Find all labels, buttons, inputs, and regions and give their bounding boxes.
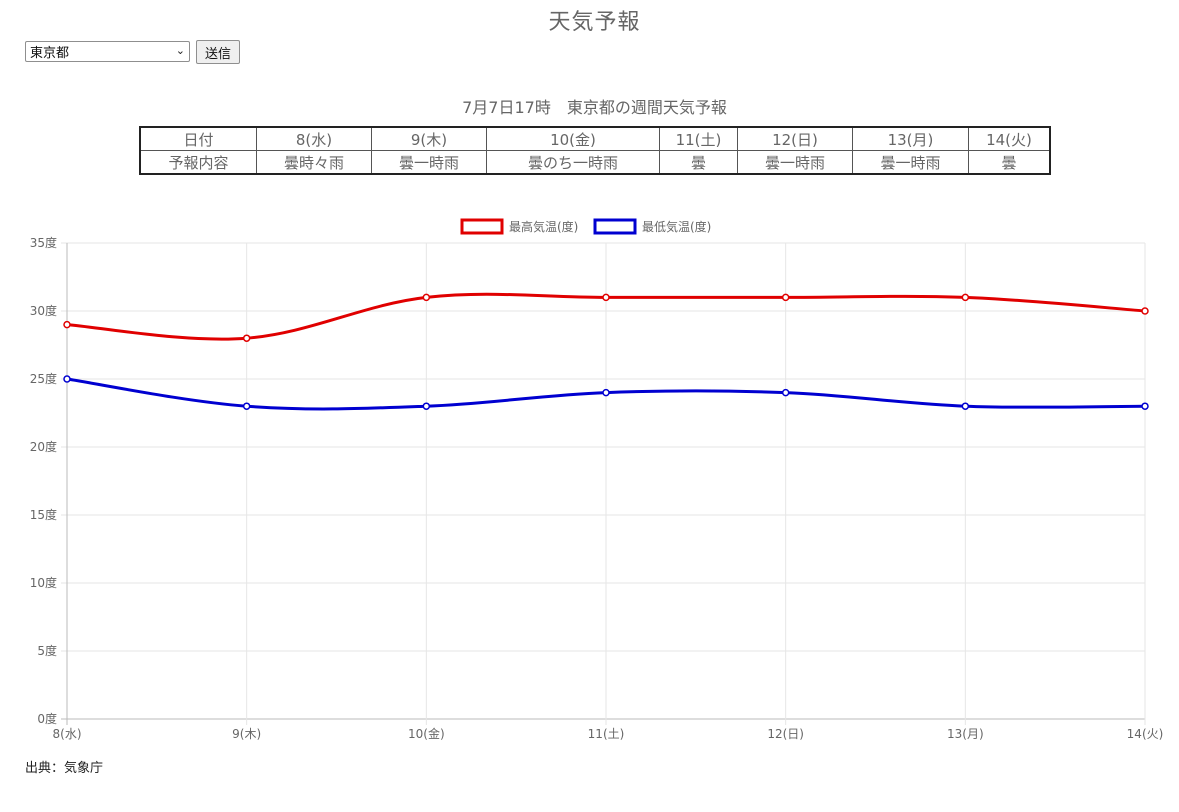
legend-label: 最低気温(度) [642, 219, 711, 234]
x-tick-label: 10(金) [408, 726, 445, 741]
row-header-date: 日付 [139, 126, 257, 151]
weather-cell: 曇 [659, 150, 738, 175]
forecast-table: 日付 8(水) 9(木) 10(金) 11(土) 12(日) 13(月) 14(… [139, 126, 1051, 175]
forecast-title: 7月7日17時 東京都の週間天気予報 [462, 98, 727, 117]
submit-button[interactable]: 送信 [196, 40, 241, 64]
chart-svg: 0度 5度 10度 15度 20度 25度 30度 35度 8(水) 9(木) 10(金) 11(土)… [30, 218, 1164, 741]
y-tick-label: 0度 [37, 711, 57, 726]
legend-swatch [460, 218, 504, 235]
data-point-min [781, 388, 790, 397]
form-controls: 東京都 ⌄ 送信 [25, 40, 241, 64]
data-point-max [242, 334, 251, 342]
prefecture-select[interactable]: 東京都 ⌄ [25, 41, 190, 62]
legend-label: 最高気温(度) [509, 219, 578, 234]
weather-cell: 曇のち一時雨 [486, 150, 660, 175]
weather-cell: 曇 [968, 150, 1051, 175]
x-tick-label: 14(火) [1127, 727, 1164, 741]
y-tick-label: 10度 [30, 575, 57, 590]
x-tick-label: 11(土) [588, 727, 625, 741]
page-title: 天気予報 [548, 10, 641, 35]
x-tick-label: 9(木) [232, 727, 261, 741]
data-point-max [1141, 307, 1149, 315]
weather-row: 予報内容 曇時々雨 曇一時雨 曇のち一時雨 曇 曇一時雨 曇一時雨 曇 [139, 150, 1051, 175]
weather-cell: 曇一時雨 [371, 150, 487, 175]
date-cell: 14(火) [968, 126, 1051, 151]
data-point-max [602, 293, 610, 302]
x-tick-label: 13(月) [947, 727, 984, 741]
date-cell: 8(水) [256, 126, 372, 151]
data-point-max [63, 320, 71, 329]
data-point-min [242, 402, 251, 410]
data-point-max [781, 293, 790, 302]
prefecture-select-value: 東京都 [30, 46, 70, 61]
date-cell: 9(木) [371, 126, 487, 151]
data-point-min [422, 402, 431, 410]
temperature-chart: 0度 5度 10度 15度 20度 25度 30度 35度 8(水) 9(木) 10(金) 11(土)… [0, 205, 1179, 755]
date-cell: 11(土) [659, 126, 738, 151]
weather-cell: 曇一時雨 [737, 150, 853, 175]
y-tick-label: 25度 [30, 371, 57, 386]
data-point-max [422, 293, 431, 302]
weather-cell: 曇時々雨 [256, 150, 372, 175]
y-tick-label: 5度 [37, 643, 57, 658]
data-point-min [1141, 402, 1149, 410]
y-tick-label: 15度 [30, 507, 57, 522]
data-point-min [961, 402, 970, 410]
row-header-weather: 予報内容 [139, 150, 257, 175]
date-cell: 13(月) [852, 126, 969, 151]
data-point-max [961, 293, 970, 302]
date-cell: 12(日) [737, 126, 853, 151]
y-tick-label: 30度 [30, 303, 57, 318]
weather-cell: 曇一時雨 [852, 150, 969, 175]
chevron-down-icon: ⌄ [175, 44, 185, 57]
y-tick-label: 20度 [30, 439, 57, 454]
data-point-min [63, 375, 71, 383]
y-tick-label: 35度 [30, 235, 57, 250]
x-tick-label: 12(日) [767, 727, 804, 741]
date-row: 日付 8(水) 9(木) 10(金) 11(土) 12(日) 13(月) 14(… [139, 126, 1051, 151]
source-note: 出典：気象庁 [25, 761, 104, 776]
data-point-min [602, 388, 610, 397]
date-cell: 10(金) [486, 126, 660, 151]
x-tick-label: 8(水) [53, 727, 82, 741]
legend-swatch [593, 218, 637, 235]
